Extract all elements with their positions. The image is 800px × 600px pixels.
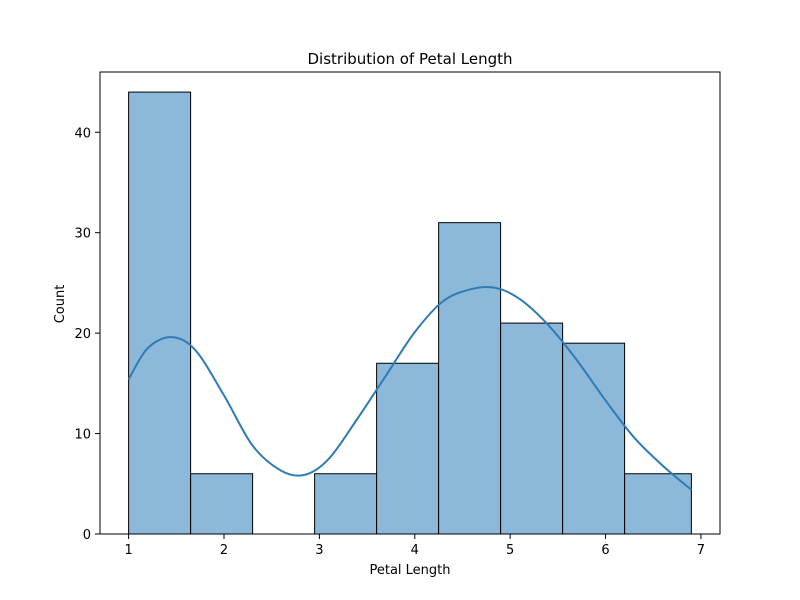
y-tick-label: 10	[74, 428, 91, 443]
bars-layer	[128, 91, 692, 535]
x-axis-title: Petal Length	[369, 563, 450, 578]
x-tick-label: 5	[506, 543, 514, 558]
histogram-bar	[376, 362, 440, 535]
y-axis: 0 10 20 30 40	[74, 126, 100, 543]
y-tick-label: 40	[74, 126, 91, 141]
y-tick-label: 0	[83, 528, 91, 543]
chart-title: Distribution of Petal Length	[308, 50, 513, 68]
kde-curve	[127, 285, 693, 491]
x-tick-label: 4	[411, 543, 419, 558]
x-axis: 1 2 3 4 5 6 7	[124, 534, 705, 558]
x-tick-label: 6	[601, 543, 609, 558]
histogram-bar	[500, 322, 564, 535]
x-tick-label: 3	[315, 543, 323, 558]
y-tick-label: 30	[74, 227, 91, 242]
histogram-bar	[624, 473, 692, 535]
x-tick-label: 1	[124, 543, 132, 558]
x-tick-label: 7	[697, 543, 705, 558]
x-tick-label: 2	[220, 543, 228, 558]
plot-frame	[99, 71, 721, 535]
y-tick-label: 20	[74, 327, 91, 342]
histogram-bar	[314, 473, 378, 535]
histogram-bar	[190, 473, 254, 535]
histogram-bar	[128, 91, 192, 535]
y-axis-title: Count	[53, 285, 68, 324]
histogram-bar	[438, 222, 502, 535]
histogram-bar	[562, 342, 626, 535]
